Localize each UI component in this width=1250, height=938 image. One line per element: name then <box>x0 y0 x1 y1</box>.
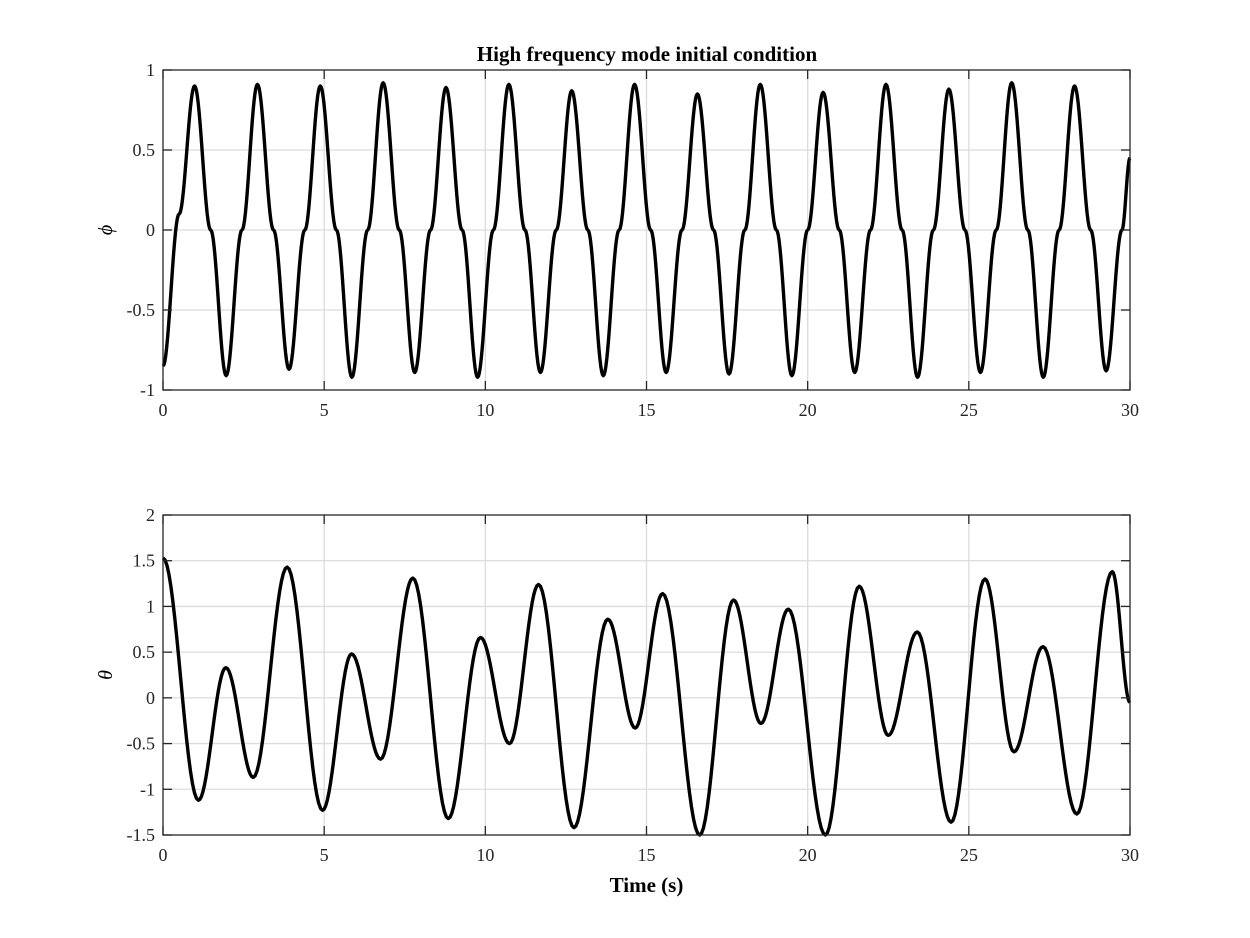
x-tick-label: 10 <box>476 845 494 865</box>
x-axis-label: Time (s) <box>610 873 684 897</box>
y-tick-label: 1.5 <box>133 551 156 571</box>
y-tick-label: 2 <box>146 505 155 525</box>
series-line <box>161 556 1132 837</box>
y-axis-label: ϕ <box>95 225 117 235</box>
y-tick-label: -1 <box>140 380 155 400</box>
y-tick-label: 0.5 <box>133 140 156 160</box>
x-tick-label: 20 <box>799 400 817 420</box>
y-tick-label: 1 <box>146 596 155 616</box>
x-tick-label: 15 <box>638 845 656 865</box>
y-tick-label: 0 <box>146 220 155 240</box>
x-tick-label: 30 <box>1121 400 1139 420</box>
x-tick-label: 0 <box>159 400 168 420</box>
x-tick-label: 25 <box>960 400 978 420</box>
x-tick-label: 15 <box>638 400 656 420</box>
x-tick-label: 30 <box>1121 845 1139 865</box>
theta-subplot: 0 5 10 15 20 25 30 -1.5 -1 -0.5 0 0.5 1 1.5 2 θ Time (s) <box>95 505 1139 897</box>
x-tick-label: 10 <box>476 400 494 420</box>
y-tick-label: 0 <box>146 688 155 708</box>
y-tick-label: 0.5 <box>133 642 156 662</box>
x-tick-label: 25 <box>960 845 978 865</box>
y-axis-label: θ <box>95 670 117 680</box>
y-tick-label: -0.5 <box>127 300 156 320</box>
y-tick-label: -1.5 <box>127 825 156 845</box>
x-tick-label: 5 <box>320 400 329 420</box>
y-tick-label: -1 <box>140 779 155 799</box>
y-tick-label: 1 <box>146 60 155 80</box>
x-tick-label: 0 <box>159 845 168 865</box>
x-tick-label: 20 <box>799 845 817 865</box>
series-line <box>161 81 1132 379</box>
phi-subplot: 0 5 10 15 20 25 30 -1 -0.5 0 0.5 1 ϕ <box>95 60 1139 420</box>
y-tick-label: -0.5 <box>127 734 156 754</box>
x-tick-label: 5 <box>320 845 329 865</box>
chart-title: High frequency mode initial condition <box>477 42 818 66</box>
